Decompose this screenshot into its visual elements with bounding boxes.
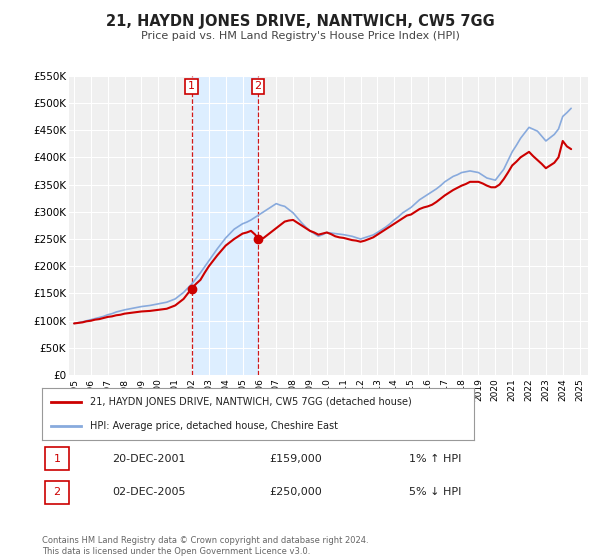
Text: £159,000: £159,000 [269, 454, 322, 464]
Text: Contains HM Land Registry data © Crown copyright and database right 2024.
This d: Contains HM Land Registry data © Crown c… [42, 536, 368, 556]
FancyBboxPatch shape [45, 480, 69, 504]
Text: 02-DEC-2005: 02-DEC-2005 [112, 487, 186, 497]
Text: HPI: Average price, detached house, Cheshire East: HPI: Average price, detached house, Ches… [89, 421, 338, 431]
Text: 2: 2 [254, 82, 262, 91]
Text: 5% ↓ HPI: 5% ↓ HPI [409, 487, 461, 497]
Text: 20-DEC-2001: 20-DEC-2001 [112, 454, 186, 464]
Text: 21, HAYDN JONES DRIVE, NANTWICH, CW5 7GG: 21, HAYDN JONES DRIVE, NANTWICH, CW5 7GG [106, 14, 494, 29]
Text: 2: 2 [53, 487, 61, 497]
Text: 1: 1 [188, 82, 195, 91]
FancyBboxPatch shape [45, 447, 69, 470]
Text: 1: 1 [53, 454, 61, 464]
Text: 21, HAYDN JONES DRIVE, NANTWICH, CW5 7GG (detached house): 21, HAYDN JONES DRIVE, NANTWICH, CW5 7GG… [89, 397, 411, 407]
Text: Price paid vs. HM Land Registry's House Price Index (HPI): Price paid vs. HM Land Registry's House … [140, 31, 460, 41]
Bar [191, 76, 258, 375]
Text: 1% ↑ HPI: 1% ↑ HPI [409, 454, 461, 464]
Text: £250,000: £250,000 [269, 487, 322, 497]
